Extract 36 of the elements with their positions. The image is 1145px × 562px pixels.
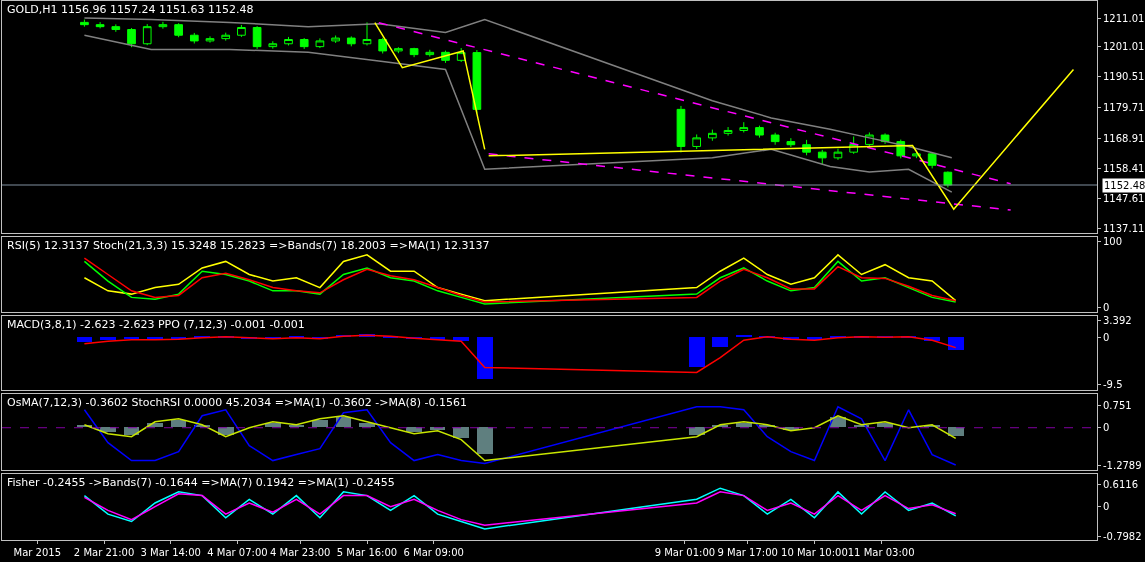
- y-tick-label: -9.5: [1103, 379, 1123, 391]
- x-tick-label: 11 Mar 03:00: [847, 547, 915, 558]
- y-tick-label: 100: [1103, 236, 1123, 248]
- chart-title: MACD(3,8,1) -2.623 -2.623 PPO (7,12,3) -0.001 -0.001: [7, 318, 305, 331]
- y-tick-label: 0: [1103, 332, 1110, 344]
- x-tick-label: 10 Mar 10:00: [781, 547, 848, 558]
- x-tick-label: 3 Mar 14:00: [140, 547, 201, 558]
- x-tick-label: 4 Mar 23:00: [270, 547, 331, 558]
- y-tick-label: 0: [1103, 301, 1110, 313]
- y-tick-label: 1179.71: [1103, 101, 1145, 113]
- y-tick-label: 1211.01: [1103, 12, 1145, 24]
- x-tick-label: 9 Mar 17:00: [717, 547, 778, 558]
- chart-title: OsMA(7,12,3) -0.3602 StochRSI 0.0000 45.2034 =>MA(1) -0.3602 ->MA(8) -0.1561: [7, 396, 468, 409]
- y-tick-label: 1137.11: [1103, 223, 1145, 235]
- x-tick-label: 9 Mar 01:00: [654, 547, 716, 558]
- chart-title: RSI(5) 12.3137 Stoch(21,3,3) 15.3248 15.2823 =>Bands(7) 18.2003 =>MA(1) 12.3137: [7, 239, 490, 252]
- y-tick-label: 1147.61: [1103, 193, 1145, 205]
- chart-title: Fisher -0.2455 ->Bands(7) -0.1644 =>MA(7) 0.1942 =>MA(1) -0.2455: [7, 476, 395, 489]
- y-tick-label: -1.2789: [1103, 460, 1142, 472]
- y-tick-label: 1168.91: [1103, 132, 1145, 144]
- y-tick-label: 1190.51: [1103, 71, 1145, 83]
- x-tick-label: 4 Mar 07:00: [207, 547, 268, 558]
- y-tick-label: 1158.41: [1103, 162, 1145, 174]
- x-tick-label: 2 Mar 21:00: [73, 547, 135, 558]
- y-tick-label: 3.392: [1103, 315, 1132, 327]
- chart-title: GOLD,H1 1156.96 1157.24 1151.63 1152.48: [7, 3, 254, 16]
- ref-line-label: 1152.48: [1104, 180, 1145, 191]
- y-tick-label: -0.7982: [1103, 530, 1142, 542]
- y-tick-label: 0.6116: [1103, 478, 1138, 490]
- y-tick-label: 1201.01: [1103, 41, 1145, 53]
- y-tick-label: 0: [1103, 422, 1110, 434]
- y-tick-label: 0.751: [1103, 399, 1132, 411]
- x-tick-label: 6 Mar 09:00: [403, 547, 464, 558]
- x-tick-label: 5 Mar 16:00: [336, 547, 398, 558]
- x-tick-label: Mar 2015: [13, 547, 62, 558]
- y-tick-label: 0: [1103, 501, 1110, 513]
